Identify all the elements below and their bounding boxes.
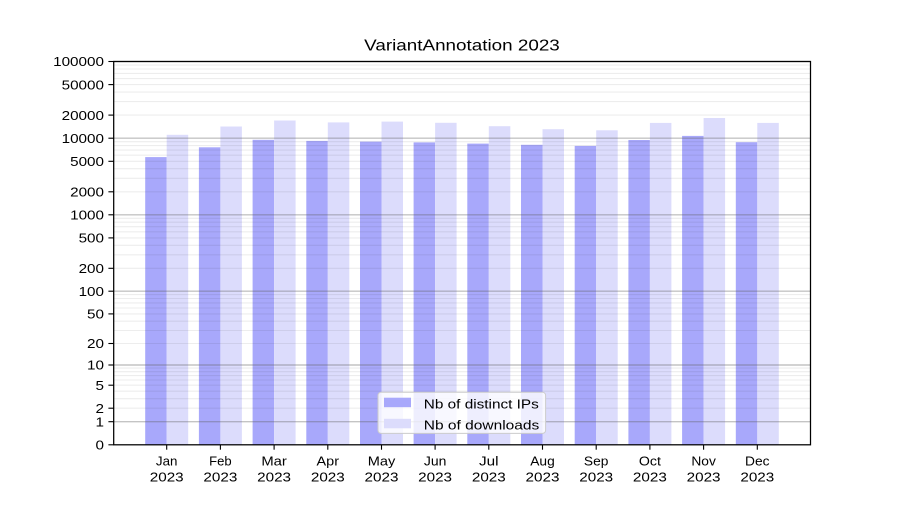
svg-text:20000: 20000 (62, 108, 104, 123)
svg-text:50000: 50000 (62, 77, 104, 92)
svg-text:Nb of distinct IPs: Nb of distinct IPs (424, 397, 539, 412)
svg-text:500: 500 (79, 231, 104, 246)
svg-text:Dec: Dec (745, 454, 770, 469)
svg-text:2023: 2023 (740, 470, 774, 485)
svg-text:May: May (368, 454, 396, 469)
svg-text:2023: 2023 (365, 470, 399, 485)
svg-text:Oct: Oct (639, 454, 661, 469)
svg-text:1: 1 (96, 414, 105, 429)
svg-text:50: 50 (87, 307, 104, 322)
svg-text:2023: 2023 (579, 470, 613, 485)
svg-text:Nov: Nov (691, 454, 716, 469)
svg-text:Sep: Sep (584, 454, 609, 469)
svg-text:2023: 2023 (257, 470, 291, 485)
svg-text:20: 20 (87, 336, 104, 351)
svg-text:2023: 2023 (633, 470, 667, 485)
svg-text:2023: 2023 (472, 470, 506, 485)
svg-text:2023: 2023 (526, 470, 560, 485)
svg-text:5000: 5000 (70, 154, 104, 169)
svg-text:Jan: Jan (156, 454, 178, 469)
svg-text:Jun: Jun (424, 454, 447, 469)
svg-text:200: 200 (79, 261, 104, 276)
svg-text:2: 2 (96, 401, 105, 416)
svg-text:1000: 1000 (70, 208, 104, 223)
svg-text:Apr: Apr (317, 454, 340, 469)
svg-text:Aug: Aug (530, 454, 555, 469)
svg-text:2023: 2023 (687, 470, 721, 485)
svg-text:10: 10 (87, 358, 104, 373)
svg-text:100000: 100000 (53, 54, 104, 69)
svg-text:2023: 2023 (418, 470, 452, 485)
svg-text:Jul: Jul (479, 454, 499, 469)
svg-text:2023: 2023 (311, 470, 345, 485)
svg-text:2023: 2023 (150, 470, 184, 485)
svg-text:VariantAnnotation 2023: VariantAnnotation 2023 (364, 38, 560, 55)
svg-text:0: 0 (96, 438, 105, 453)
svg-text:Feb: Feb (209, 454, 232, 469)
svg-text:2000: 2000 (70, 185, 104, 200)
svg-text:5: 5 (96, 378, 105, 393)
svg-text:Mar: Mar (261, 454, 287, 469)
svg-text:2023: 2023 (203, 470, 237, 485)
svg-text:Nb of downloads: Nb of downloads (424, 418, 540, 433)
svg-text:100: 100 (79, 284, 104, 299)
svg-text:10000: 10000 (62, 131, 104, 146)
